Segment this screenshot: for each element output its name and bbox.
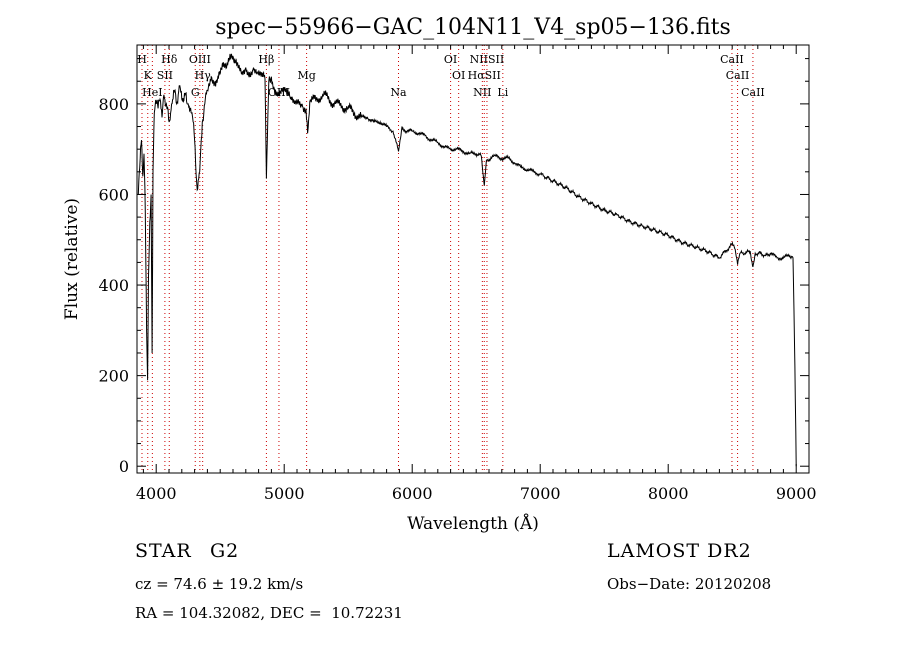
x-tick-label: 6000 [392, 484, 433, 503]
line-label: Li [497, 86, 508, 99]
line-label: SII [157, 69, 173, 82]
redshift-cz: cz = 74.6 ± 19.2 km/s [135, 575, 304, 593]
y-tick-label: 0 [119, 457, 129, 476]
x-tick-label: 7000 [520, 484, 561, 503]
line-label: CaII [720, 53, 744, 66]
x-tick-label: 5000 [264, 484, 305, 503]
line-label: OI [444, 53, 457, 66]
y-tick-label: 400 [98, 276, 129, 295]
object-subclass: G2 [210, 540, 240, 562]
line-markers [141, 45, 754, 473]
line-label: Hβ [258, 53, 274, 66]
x-axis: 4000 5000 6000 7000 8000 9000 [136, 45, 817, 503]
survey-name: LAMOST DR2 [607, 540, 752, 562]
plot-frame [136, 44, 810, 474]
line-label: G [191, 86, 200, 99]
line-label: Mg [297, 69, 315, 82]
spectrum-series-line [137, 53, 797, 467]
chart-title: spec−55966−GAC_104N11_V4_sp05−136.fits [215, 15, 731, 40]
line-label: H [137, 53, 147, 66]
x-tick-label: 4000 [136, 484, 177, 503]
line-label: CaII [741, 86, 765, 99]
line-label: Na [390, 86, 407, 99]
observation-date: Obs−Date: 20120208 [607, 575, 772, 593]
line-label: Hγ [195, 69, 212, 82]
line-labels: HKHeIHδSIIGOIIIHγOIIIHβMgNaOIOINIINIISII… [137, 53, 765, 99]
line-label: Hδ [161, 53, 178, 66]
line-label: CaII [726, 69, 750, 82]
x-axis-label: Wavelength (Å) [407, 513, 539, 534]
line-label: HeI [142, 86, 162, 99]
y-tick-label: 600 [98, 185, 129, 204]
line-label: HαSII [468, 69, 501, 82]
y-tick-label: 200 [98, 367, 129, 386]
line-label: NIISII [470, 53, 505, 66]
y-axis: 0 200 400 600 800 [98, 58, 809, 476]
y-axis-label: Flux (relative) [62, 198, 82, 320]
object-class: STAR [135, 540, 192, 562]
line-label: NII [473, 86, 491, 99]
x-tick-label: 8000 [648, 484, 689, 503]
y-tick-label: 800 [98, 95, 129, 114]
x-tick-label: 9000 [776, 484, 817, 503]
coordinates: RA = 104.32082, DEC = 10.72231 [135, 604, 403, 622]
line-label: OIII [189, 53, 211, 66]
line-label: K [144, 69, 153, 82]
line-label: OI [452, 69, 465, 82]
